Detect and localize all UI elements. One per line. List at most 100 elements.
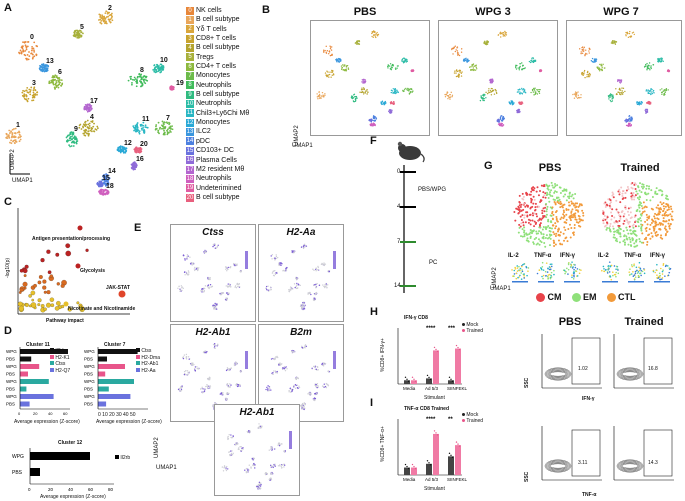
gene-point [293, 250, 295, 253]
flow-contour [619, 370, 641, 379]
gene-point [249, 431, 251, 433]
annot-antigen: Antigen presentation/processing [32, 236, 111, 242]
gene-point [228, 292, 230, 295]
umap-b-point [524, 67, 526, 69]
g-point [553, 191, 556, 194]
gene-point [227, 437, 230, 440]
h-xlabel: Stimulant [424, 395, 445, 401]
gene-point [194, 369, 197, 372]
flow-contour [548, 462, 568, 470]
g-point [606, 216, 609, 219]
g-point [642, 211, 645, 214]
umap-b-point [586, 71, 589, 74]
g-point [626, 210, 629, 213]
umap-b-point [618, 88, 621, 91]
gene-point [268, 386, 271, 389]
gene-point [258, 425, 261, 428]
cluster-label: 5 [80, 24, 84, 31]
g-point [635, 234, 638, 237]
gene-point [185, 358, 188, 360]
umap-b-point [322, 94, 324, 96]
g-point [626, 238, 629, 241]
umap-b-point [390, 110, 392, 113]
significance-mark: ** [448, 417, 453, 423]
gene-point [321, 364, 324, 367]
g-point [615, 208, 618, 211]
umap-b-point [495, 89, 497, 92]
g-point [544, 245, 547, 248]
umap-b-point [660, 91, 663, 94]
g-point [535, 230, 538, 233]
umap-b-point [650, 65, 652, 67]
umap-b-point [355, 95, 358, 98]
umap-b-point [610, 96, 612, 98]
g-point [634, 239, 637, 242]
g-point [625, 189, 628, 192]
gene-point [194, 266, 196, 269]
bar-point [450, 378, 452, 380]
umap-b-point [475, 66, 478, 69]
g-point [564, 193, 567, 196]
umap-b-point [648, 103, 651, 105]
gene-point [316, 382, 319, 385]
legend-label: Monocytes [196, 72, 230, 80]
gene-point [302, 408, 304, 410]
umap-b-point [470, 66, 472, 68]
gene-point [322, 385, 325, 388]
g-point [630, 232, 633, 235]
umap-b-point [347, 67, 350, 69]
g-point [572, 213, 575, 216]
g-point [668, 227, 671, 230]
umap-b-point [611, 98, 613, 100]
g-point [640, 191, 643, 194]
gene-point [272, 358, 275, 360]
g-point [662, 220, 665, 223]
g-point [574, 206, 577, 209]
umap-b-point [465, 57, 467, 59]
umap-b-point [392, 92, 394, 94]
g-point [667, 206, 670, 209]
gene-point [278, 442, 280, 444]
g-point [559, 242, 562, 245]
g-point [606, 222, 609, 225]
g-point [540, 241, 543, 244]
g-point [546, 205, 549, 208]
legend-label: ILC2 [196, 128, 211, 136]
g-point [640, 219, 643, 222]
pathway-point-jakstat [118, 290, 126, 298]
g-point [531, 219, 534, 222]
umap-b-point [331, 69, 333, 72]
g-marker-plot [536, 261, 555, 283]
legend-item: 0 NK cells [186, 6, 249, 15]
umap-cluster-14 [101, 173, 111, 187]
umap-b-point [457, 53, 460, 55]
umap-b-point [518, 111, 520, 113]
umap-b-point [490, 79, 493, 81]
umap-b-point [495, 92, 498, 94]
umap-b-point [635, 102, 638, 104]
gene-point [246, 471, 249, 473]
umap-b-point [604, 67, 606, 69]
g-point [637, 218, 640, 221]
gene-point [187, 270, 190, 272]
gene-point [303, 408, 305, 411]
g-point [518, 210, 521, 213]
umap-b-point [619, 89, 622, 91]
gene-point [296, 376, 298, 378]
gene-point [298, 386, 301, 389]
g-point [616, 210, 619, 213]
umap-b-point [502, 117, 504, 119]
gene-point [204, 250, 206, 252]
umap-b-point [387, 64, 389, 66]
category-label: Media [403, 477, 416, 482]
g-point [667, 222, 670, 225]
g-point [547, 197, 550, 200]
gene-point [283, 466, 285, 468]
gene-point [226, 385, 229, 387]
g-point [548, 230, 551, 233]
gene-point [226, 292, 228, 294]
legend-swatch: 3 [186, 34, 194, 43]
g-point [530, 199, 533, 202]
umap-cluster-15 [96, 180, 104, 188]
legend-swatch: 4 [186, 44, 194, 53]
